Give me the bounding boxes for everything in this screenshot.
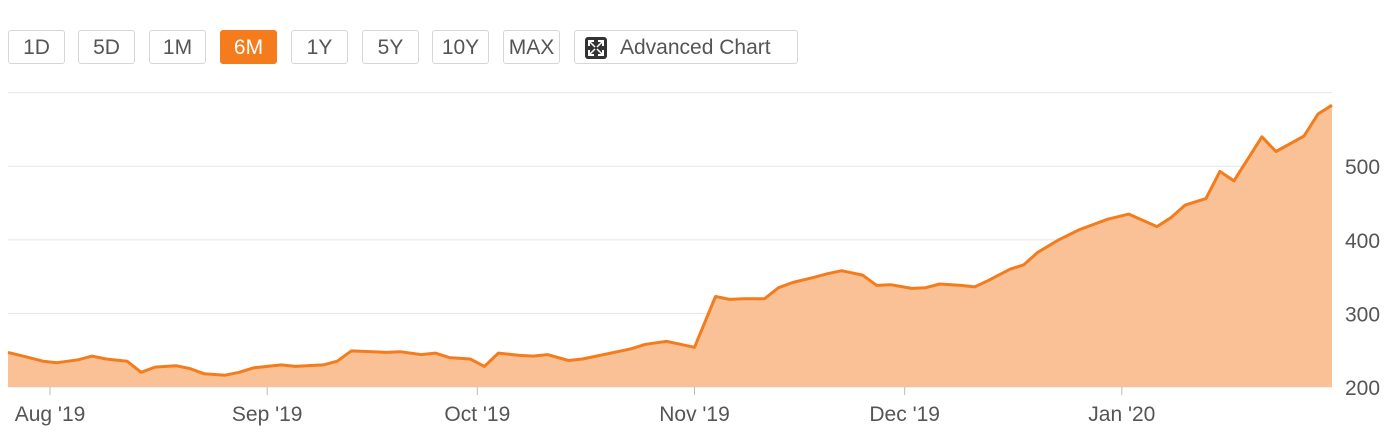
- advanced-chart-button[interactable]: Advanced Chart: [574, 30, 798, 64]
- stock-price-chart: Aug '19 Sep '19 Oct '19 Nov '19 Dec '19 Jan '…: [7, 92, 1380, 426]
- y-axis: 200 300 400 500: [1345, 156, 1380, 400]
- x-tick-label: Jan '20: [1088, 403, 1155, 426]
- range-button-5d[interactable]: 5D: [78, 30, 135, 64]
- advanced-chart-label: Advanced Chart: [620, 36, 771, 59]
- x-axis: Aug '19 Sep '19 Oct '19 Nov '19 Dec '19 Jan '…: [15, 387, 1155, 426]
- range-button-max[interactable]: MAX: [503, 30, 560, 64]
- y-tick-label: 200: [1345, 377, 1380, 400]
- x-tick-label: Aug '19: [15, 403, 86, 426]
- x-tick-label: Oct '19: [444, 403, 510, 426]
- y-tick-label: 300: [1345, 303, 1380, 326]
- range-button-1m[interactable]: 1M: [149, 30, 206, 64]
- range-button-1d[interactable]: 1D: [8, 30, 65, 64]
- range-button-6m[interactable]: 6M: [220, 30, 277, 64]
- expand-icon: [585, 37, 607, 59]
- x-tick-label: Sep '19: [232, 403, 303, 426]
- price-area: [8, 105, 1332, 387]
- range-button-10y[interactable]: 10Y: [432, 30, 489, 64]
- y-tick-label: 500: [1345, 156, 1380, 179]
- range-button-5y[interactable]: 5Y: [362, 30, 419, 64]
- range-button-1y[interactable]: 1Y: [291, 30, 348, 64]
- price-line: [7, 103, 1333, 377]
- x-tick-label: Dec '19: [869, 403, 940, 426]
- y-tick-label: 400: [1345, 230, 1380, 253]
- x-tick-label: Nov '19: [659, 403, 730, 426]
